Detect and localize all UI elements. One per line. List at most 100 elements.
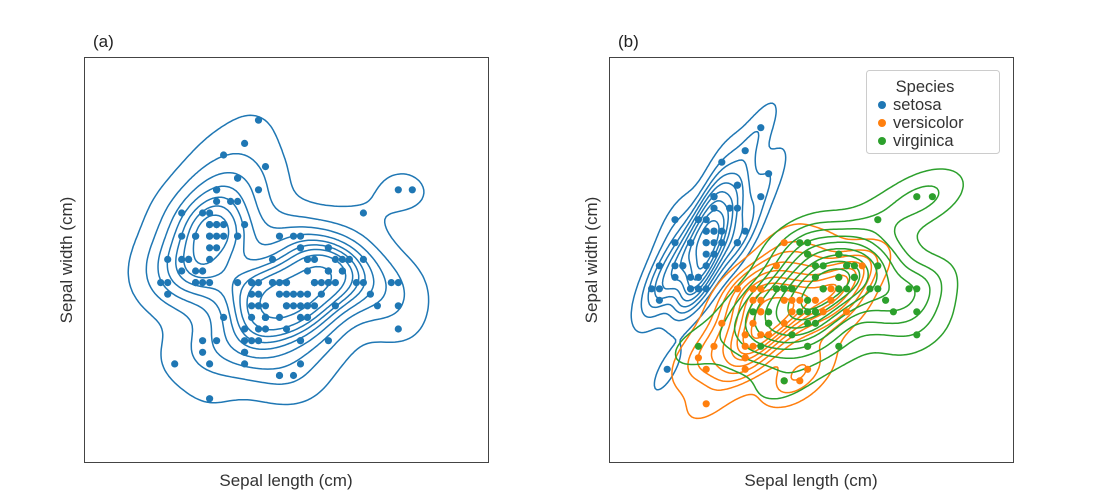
data-point-versicolor	[741, 354, 749, 362]
data-point	[206, 209, 214, 217]
plot-area	[630, 102, 964, 420]
data-point-setosa	[679, 262, 687, 270]
data-point	[282, 290, 291, 298]
data-point-versicolor	[788, 308, 796, 316]
data-point-versicolor	[788, 296, 796, 304]
axes-frame	[609, 57, 1014, 463]
data-point	[206, 232, 214, 240]
data-point-setosa	[694, 273, 703, 281]
data-point-virginica	[796, 308, 804, 316]
data-point-virginica	[819, 285, 827, 293]
data-point-versicolor	[780, 296, 788, 304]
data-point-virginica	[804, 342, 812, 350]
data-point	[248, 279, 256, 287]
data-point-virginica	[811, 319, 820, 327]
data-point-versicolor	[843, 308, 851, 316]
data-point-virginica	[835, 285, 843, 293]
data-point	[241, 348, 249, 356]
data-point	[359, 279, 367, 287]
data-point-setosa	[671, 239, 679, 247]
data-point-virginica	[866, 285, 874, 293]
data-point-virginica	[835, 342, 843, 350]
data-point	[275, 313, 284, 321]
data-point-virginica	[913, 285, 921, 293]
data-point	[289, 290, 298, 298]
data-point	[261, 163, 270, 171]
legend-box	[866, 70, 1000, 154]
data-point-virginica	[843, 262, 851, 270]
contour-line-virginica	[764, 247, 878, 337]
data-point-setosa	[733, 239, 742, 247]
data-point	[275, 279, 284, 287]
data-point	[331, 279, 339, 287]
y-axis-label: Sepal width (cm)	[57, 197, 76, 324]
data-point	[338, 255, 346, 263]
data-point	[296, 244, 305, 252]
data-point	[254, 325, 263, 333]
points	[648, 124, 937, 408]
data-point-virginica	[889, 308, 898, 316]
data-point	[366, 290, 374, 298]
data-point-setosa	[718, 158, 726, 166]
data-point	[164, 279, 172, 287]
data-point-setosa	[687, 239, 695, 247]
data-point	[213, 197, 221, 205]
legend-label-setosa: setosa	[893, 96, 942, 114]
data-point-versicolor	[741, 342, 749, 350]
data-point-setosa	[765, 170, 773, 178]
data-point	[213, 337, 221, 345]
contour-line	[166, 185, 375, 359]
data-point-versicolor	[741, 365, 749, 373]
data-point	[241, 325, 249, 333]
data-point	[324, 244, 332, 252]
data-point-versicolor	[694, 354, 703, 362]
data-point-setosa	[710, 204, 718, 212]
data-point	[303, 313, 312, 321]
contour-line-setosa	[630, 102, 787, 391]
legend-marker-virginica	[878, 137, 886, 145]
data-point	[213, 221, 221, 229]
data-point	[241, 139, 249, 147]
data-point-virginica	[804, 319, 812, 327]
data-point-versicolor	[780, 239, 788, 247]
data-point-virginica	[780, 285, 788, 293]
data-point-versicolor	[804, 365, 812, 373]
data-point-setosa	[741, 227, 749, 235]
data-point-versicolor	[733, 285, 742, 293]
contour-line-versicolor	[671, 223, 892, 420]
data-point-setosa	[648, 285, 656, 293]
data-point-virginica	[850, 273, 859, 281]
data-point	[199, 337, 207, 345]
data-point-versicolor	[772, 262, 781, 270]
data-point-versicolor	[749, 296, 757, 304]
legend: Species setosa versicolor virginica	[866, 70, 1000, 154]
data-point	[220, 221, 228, 229]
data-point-setosa	[702, 227, 710, 235]
data-point-setosa	[702, 216, 710, 224]
data-point	[275, 232, 284, 240]
data-point	[220, 232, 228, 240]
data-point	[248, 302, 256, 310]
data-point-setosa	[702, 285, 710, 293]
legend-label-versicolor: versicolor	[893, 114, 964, 132]
data-point-setosa	[757, 193, 765, 201]
data-point-setosa	[710, 239, 718, 247]
data-point	[192, 267, 200, 275]
data-point-setosa	[655, 296, 664, 304]
data-point	[310, 302, 319, 310]
data-point-versicolor	[827, 285, 835, 293]
data-point	[394, 302, 402, 310]
data-point-virginica	[811, 308, 820, 316]
data-point-versicolor	[811, 296, 820, 304]
data-point	[296, 337, 305, 345]
data-point-versicolor	[858, 262, 866, 270]
data-point	[373, 302, 381, 310]
data-point-setosa	[663, 365, 671, 373]
data-point-virginica	[796, 239, 804, 247]
data-point-virginica	[874, 285, 882, 293]
contour-line-virginica	[733, 228, 931, 360]
data-point	[192, 232, 200, 240]
data-point	[352, 279, 360, 287]
data-point-virginica	[874, 216, 882, 224]
data-point	[254, 337, 263, 345]
